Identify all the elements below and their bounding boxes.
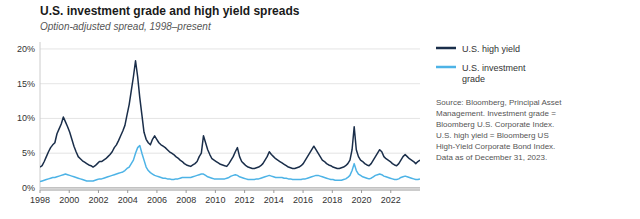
x-tick-label: 2008 (176, 195, 196, 205)
x-tick-label: 2016 (293, 195, 313, 205)
x-tick (332, 190, 333, 193)
x-tick (98, 190, 99, 193)
x-tick (273, 190, 274, 193)
grid-line (40, 187, 420, 188)
legend-label: U.S. investmentgrade (462, 63, 526, 84)
y-tick-label: 15% (17, 79, 35, 89)
y-tick-label: 5% (22, 148, 35, 158)
y-tick-label: 10% (17, 113, 35, 123)
title: U.S. investment grade and high yield spr… (40, 4, 300, 18)
x-tick-label: 2010 (205, 195, 225, 205)
legend-swatch (436, 47, 456, 50)
grid-line (40, 83, 420, 84)
x-tick-label: 2006 (147, 195, 167, 205)
subtitle: Option-adjusted spread, 1998–present (40, 21, 212, 32)
x-tick (215, 190, 216, 193)
y-grid (40, 49, 420, 188)
grid-line (40, 48, 420, 49)
chart: U.S. investment grade and high yield spr… (0, 0, 640, 219)
legend-label: U.S. high yield (462, 44, 520, 54)
x-tick-label: 2004 (118, 195, 138, 205)
source-note: Source: Bloomberg, Principal AssetManage… (436, 98, 562, 162)
x-tick-label: 2022 (381, 195, 401, 205)
x-tick (244, 190, 245, 193)
x-tick (390, 190, 391, 193)
x-tick-label: 2012 (235, 195, 255, 205)
y-tick-label: 0% (22, 183, 35, 193)
x-tick-label: 1998 (30, 195, 50, 205)
x-tick-label: 2002 (88, 195, 108, 205)
x-tick (361, 190, 362, 193)
x-tick-label: 2000 (59, 195, 79, 205)
x-tick-label: 2014 (264, 195, 284, 205)
x-tick-label: 2018 (322, 195, 342, 205)
x-tick (186, 190, 187, 193)
y-axis-line (40, 42, 41, 190)
series-line (40, 61, 420, 169)
y-tick-label: 20% (17, 44, 35, 54)
x-tick (127, 190, 128, 193)
plot-area (40, 61, 420, 182)
grid-line (40, 153, 420, 154)
series-line (40, 146, 420, 182)
grid-line (40, 118, 420, 119)
x-tick-label: 2020 (352, 195, 372, 205)
x-tick (303, 190, 304, 193)
x-axis-line (40, 190, 420, 191)
x-tick (69, 190, 70, 193)
x-tick (40, 190, 41, 193)
x-tick (156, 190, 157, 193)
legend-swatch (436, 66, 456, 69)
